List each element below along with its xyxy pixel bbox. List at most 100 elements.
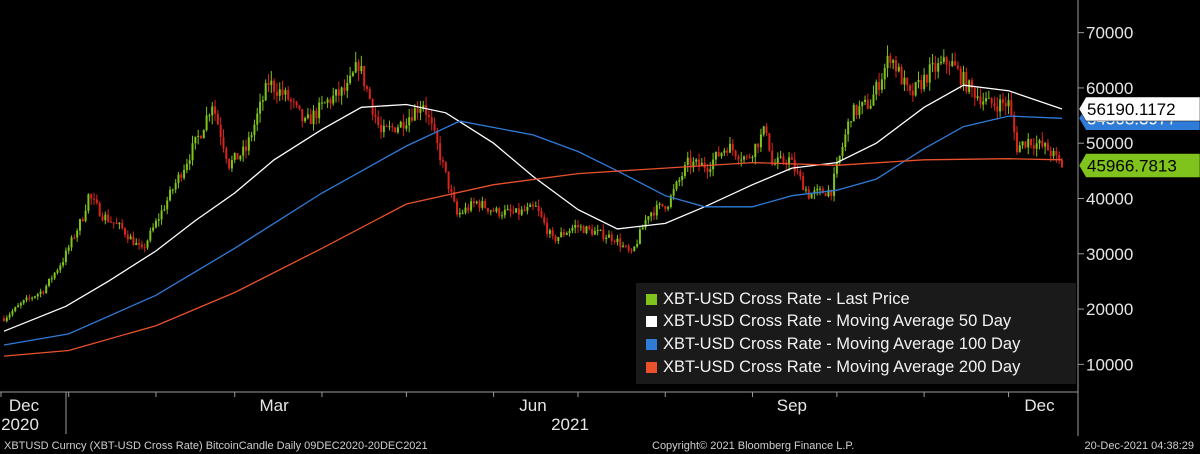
- candle-body: [419, 108, 422, 113]
- candle-body: [31, 297, 34, 299]
- candle-body: [374, 114, 377, 117]
- candle-body: [104, 214, 107, 221]
- candle-body: [878, 81, 881, 90]
- candle-body: [121, 223, 124, 229]
- candle-body: [652, 212, 655, 216]
- candle-body: [973, 87, 976, 99]
- candle-body: [250, 135, 253, 138]
- candle-body: [422, 105, 425, 109]
- candle-body: [844, 134, 847, 147]
- candle-body: [264, 83, 267, 101]
- candle-body: [484, 201, 487, 209]
- candle-body: [312, 110, 315, 124]
- candle-body: [855, 104, 858, 115]
- candle-body: [914, 82, 917, 96]
- candlestick-series: [3, 45, 1063, 323]
- candle-body: [447, 171, 450, 190]
- candle-body: [183, 169, 186, 178]
- candle-body: [788, 157, 791, 165]
- candle-body: [692, 161, 695, 168]
- candle-body: [641, 227, 644, 230]
- candle-body: [661, 203, 664, 207]
- candle-body: [982, 101, 985, 105]
- candle-body: [228, 158, 231, 169]
- candle-body: [909, 85, 912, 91]
- candle-body: [799, 171, 802, 177]
- candle-body: [1024, 141, 1027, 148]
- candle-body: [278, 89, 281, 96]
- footer-ticker-info: XBTUSD Curncy (XBT-USD Cross Rate) Bitco…: [4, 440, 428, 452]
- candle-body: [1044, 143, 1047, 147]
- candle-body: [453, 191, 456, 202]
- candle-body: [306, 114, 309, 118]
- candle-body: [526, 207, 529, 211]
- candle-body: [394, 127, 397, 133]
- candle-body: [605, 237, 608, 240]
- candle-body: [242, 146, 245, 156]
- candle-body: [62, 261, 65, 266]
- last-price-tag-text: 45966.7813: [1087, 157, 1177, 176]
- candle-body: [841, 146, 844, 156]
- candle-body: [185, 163, 188, 170]
- axes: 10000 20000 30000 40000 50000 60000 70000 Dec Ma…: [0, 0, 1133, 436]
- candle-body: [109, 221, 112, 223]
- candle-body: [267, 83, 270, 86]
- candle-body: [534, 205, 537, 207]
- candle-body: [596, 230, 599, 232]
- candle-body: [492, 210, 495, 212]
- candle-body: [495, 208, 498, 212]
- candle-body: [610, 234, 613, 241]
- candle-body: [565, 233, 568, 235]
- candle-body: [892, 60, 895, 63]
- candle-body: [768, 133, 771, 151]
- legend-label: XBT-USD Cross Rate - Last Price: [663, 289, 910, 308]
- candle-body: [177, 174, 180, 184]
- candle-body: [1030, 138, 1033, 146]
- candle-body: [934, 63, 937, 72]
- x-year-label: 2020: [1, 415, 39, 434]
- candle-body: [405, 125, 408, 129]
- y-tick-label: 40000: [1086, 190, 1133, 209]
- candle-body: [385, 125, 388, 127]
- candle-body: [512, 211, 515, 213]
- candle-body: [813, 190, 816, 194]
- candle-body: [160, 210, 163, 220]
- candle-body: [532, 204, 534, 207]
- candle-body: [672, 189, 675, 196]
- candle-body: [433, 123, 436, 131]
- candle-body: [169, 189, 172, 201]
- legend-label: XBT-USD Cross Rate - Moving Average 200 …: [663, 357, 1021, 376]
- candle-body: [129, 236, 132, 240]
- candle-body: [773, 163, 776, 165]
- candle-body: [244, 146, 247, 151]
- candle-body: [1027, 138, 1030, 148]
- candle-body: [872, 94, 875, 106]
- candle-body: [717, 151, 720, 157]
- candle-body: [917, 80, 920, 83]
- candle-body: [574, 224, 577, 228]
- candle-body: [979, 96, 982, 105]
- candle-body: [486, 208, 489, 212]
- candle-body: [270, 80, 273, 86]
- candle-body: [191, 143, 194, 161]
- candle-body: [655, 204, 658, 216]
- candle-body: [354, 62, 357, 73]
- candle-body: [73, 237, 76, 239]
- candle-body: [681, 176, 684, 180]
- candle-body: [804, 189, 807, 191]
- candle-body: [861, 101, 864, 107]
- candle-body: [731, 143, 734, 151]
- chart-footer: XBTUSD Curncy (XBT-USD Cross Rate) Bitco…: [0, 436, 1200, 454]
- price-chart: 10000 20000 30000 40000 50000 60000 70000 Dec Ma…: [0, 0, 1200, 436]
- candle-body: [239, 155, 242, 160]
- candle-body: [450, 189, 453, 192]
- candle-body: [903, 77, 906, 85]
- candle-body: [714, 151, 717, 160]
- candle-body: [315, 110, 318, 119]
- candle-body: [343, 87, 346, 91]
- candle-body: [498, 208, 501, 216]
- candle-body: [363, 65, 366, 87]
- candle-body: [962, 71, 965, 85]
- candle-body: [1052, 150, 1055, 157]
- candle-body: [650, 212, 653, 217]
